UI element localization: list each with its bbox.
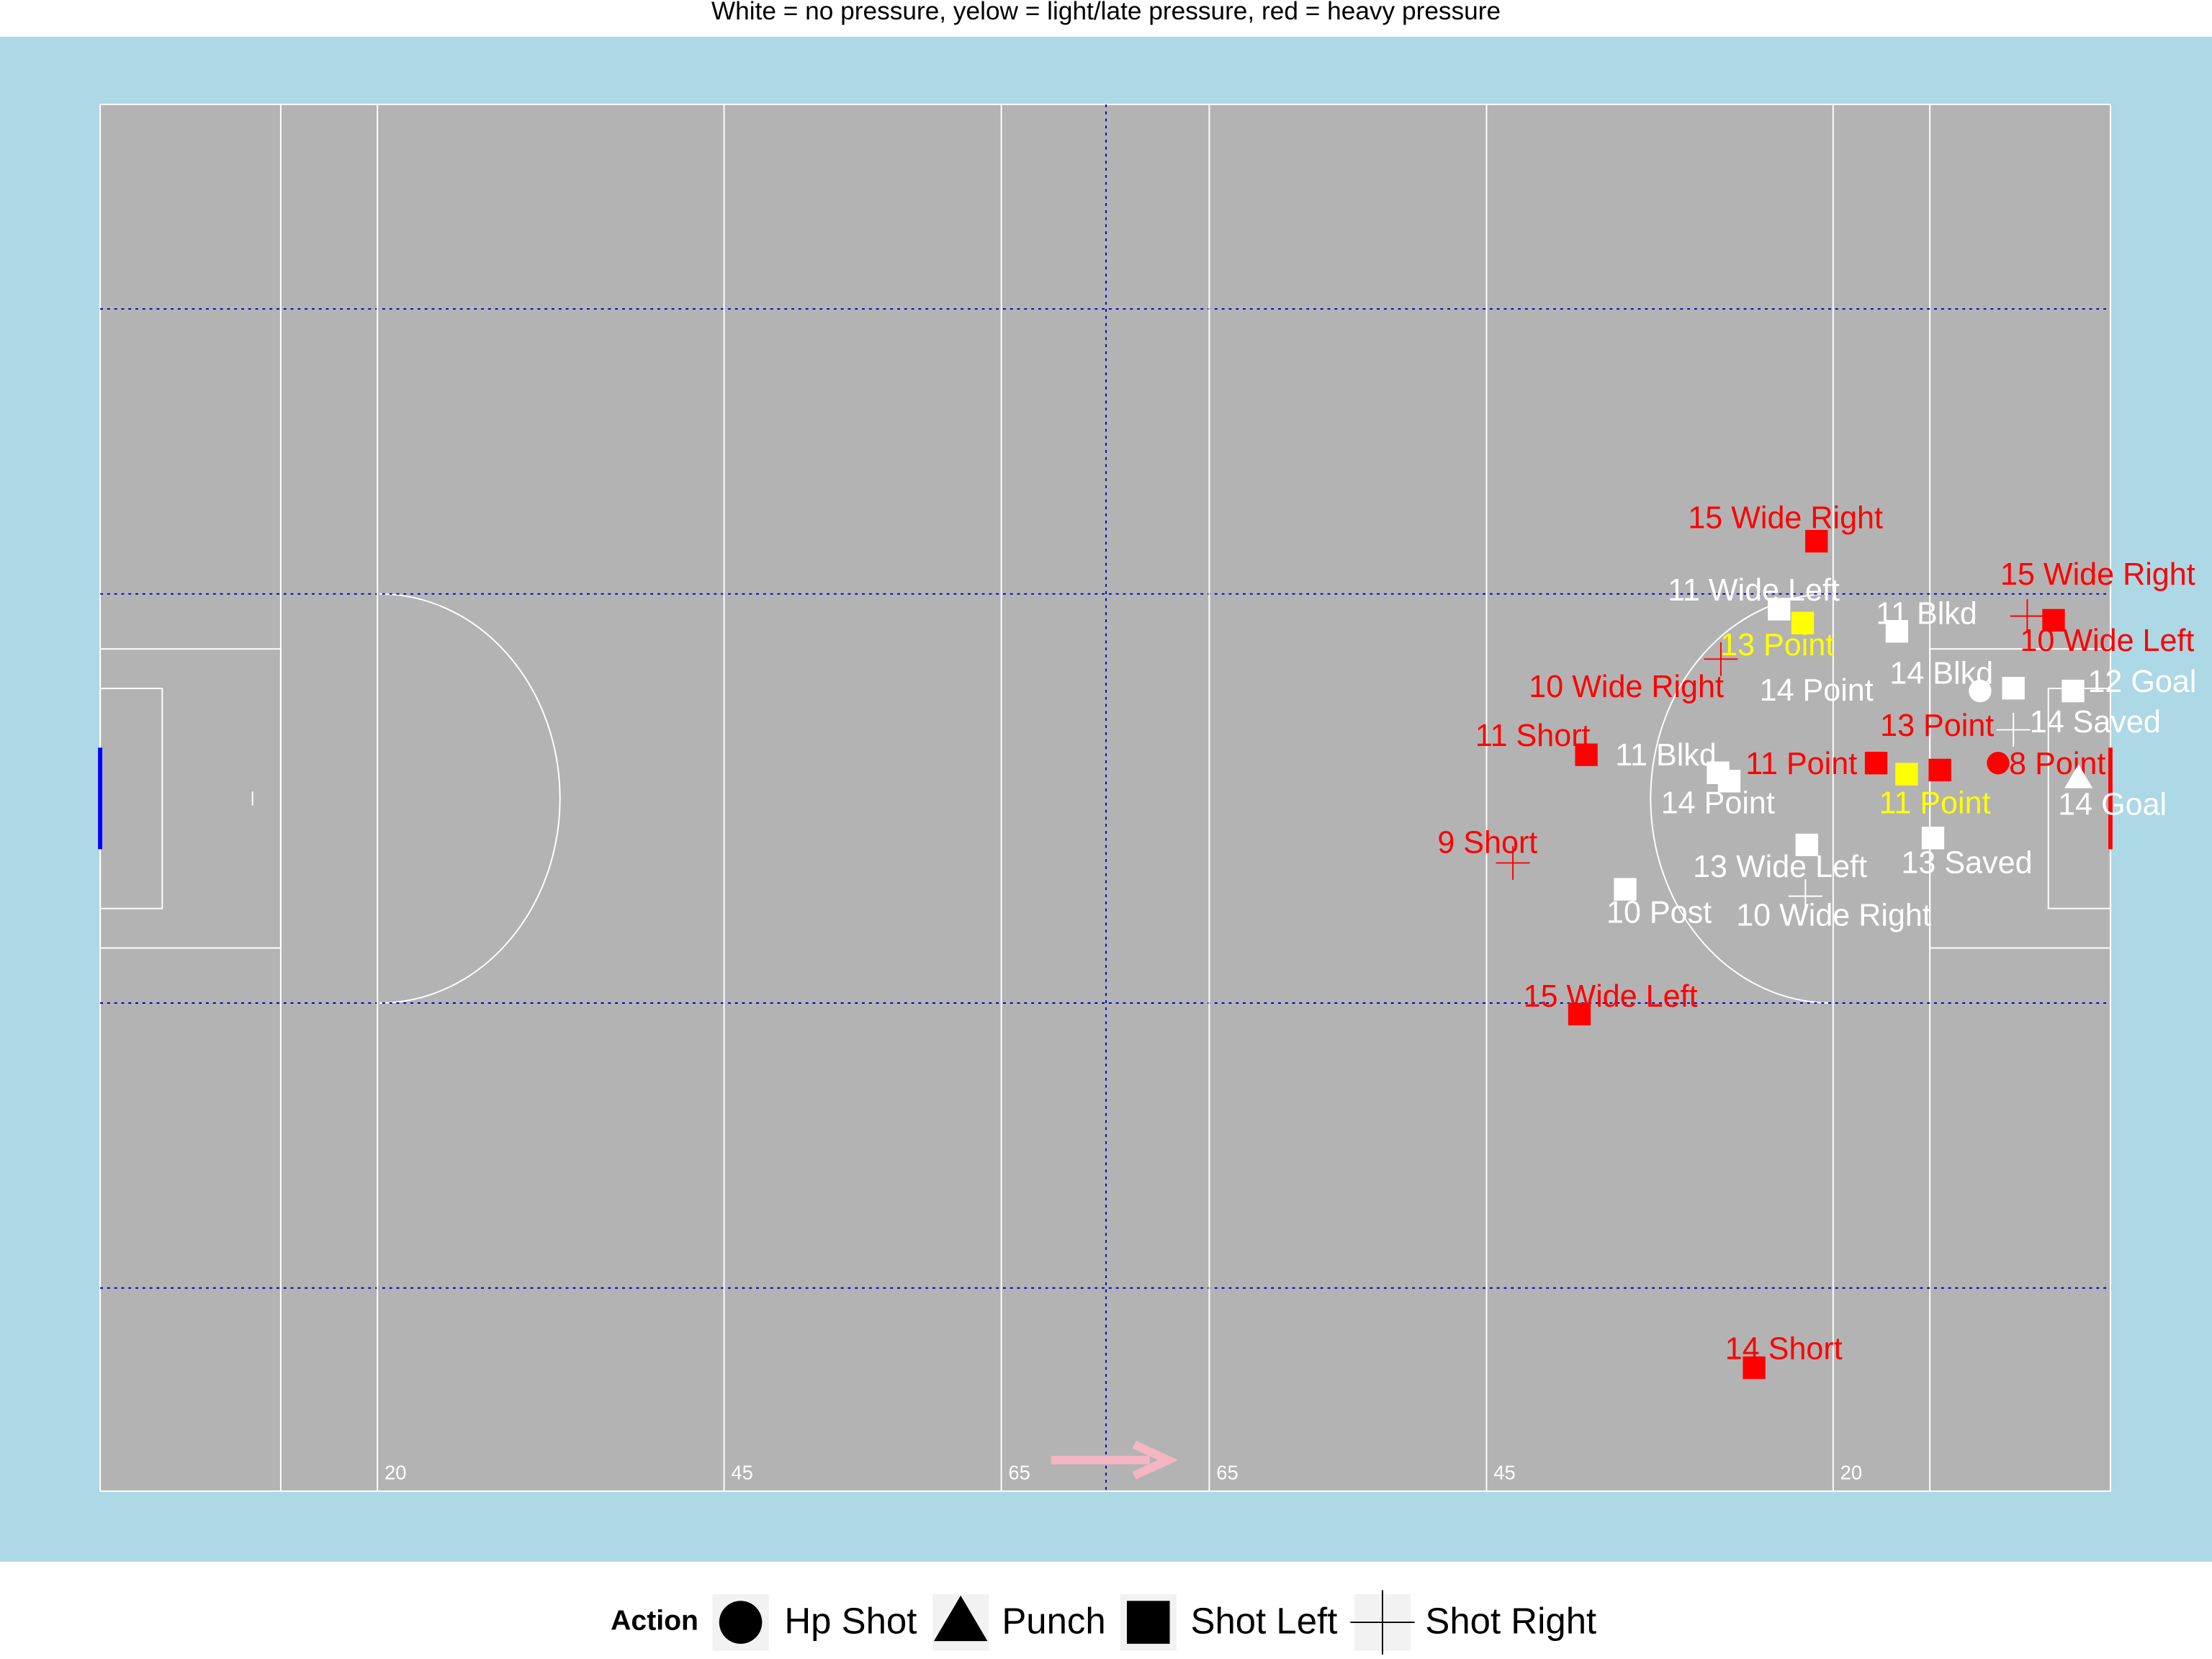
point-label: 11 Blkd — [1615, 738, 1717, 773]
marker — [1568, 1002, 1591, 1026]
point-label: 10 Post — [1606, 896, 1712, 930]
marker — [2002, 677, 2025, 700]
legend-label: Punch — [1002, 1600, 1105, 1641]
direction-arrow — [1051, 1440, 1179, 1480]
marker — [2010, 599, 2044, 634]
point-label: 11 Short — [1475, 719, 1591, 753]
point-label: 14 Point — [1661, 786, 1775, 821]
point-label: 9 Short — [1437, 825, 1537, 860]
x-tick-label: 65 — [1008, 1462, 1030, 1484]
legend-label: Shot Right — [1425, 1600, 1596, 1641]
point-label: 8 Point — [2009, 747, 2105, 781]
marker — [1717, 770, 1741, 793]
legend-label: Hp Shot — [784, 1600, 917, 1641]
x-tick-label: 65 — [1216, 1462, 1238, 1484]
arc — [379, 593, 561, 1004]
dotted-lines — [100, 104, 2110, 1491]
legend-symbol — [933, 1595, 988, 1642]
marker — [1614, 878, 1637, 901]
x-tick-label: 45 — [1493, 1462, 1515, 1484]
x-tick-label: 20 — [385, 1462, 406, 1484]
point-label: 10 Wide Right — [1736, 898, 1931, 932]
marker — [1987, 752, 2010, 775]
marker — [1496, 845, 1530, 880]
marker — [1895, 763, 1918, 786]
point-label: 14 Goal — [2058, 788, 2167, 822]
marker — [1704, 642, 1738, 676]
marker — [1885, 620, 1909, 643]
point-label: 14 Point — [1760, 673, 1874, 708]
point-label: 13 Point — [1720, 628, 1834, 662]
marker — [1864, 752, 1888, 775]
marker — [1969, 679, 1992, 703]
legend-symbol — [719, 1601, 763, 1644]
marker — [2042, 608, 2065, 632]
point-label: 13 Point — [1880, 709, 1994, 743]
point-label: 13 Wide Left — [1693, 850, 1867, 884]
point-label: 10 Wide Right — [1529, 670, 1724, 704]
chart-title: White = no pressure, yelow = light/late … — [711, 0, 1501, 25]
marker — [1921, 827, 1945, 850]
marker — [1805, 529, 1828, 553]
marker — [2062, 679, 2085, 703]
marker — [1791, 611, 1815, 634]
point-label: 14 Short — [1725, 1331, 1843, 1366]
point-label: 12 Goal — [2087, 665, 2196, 699]
marker — [1768, 598, 1791, 621]
marker — [1928, 758, 1951, 782]
x-tick-label: 45 — [731, 1462, 752, 1484]
marker — [2064, 764, 2093, 788]
point-label: 11 Point — [1879, 786, 1991, 821]
legend-title: Action — [611, 1605, 698, 1636]
legend-symbol — [1126, 1601, 1170, 1644]
point-label: 13 Saved — [1901, 845, 2032, 880]
marker — [1788, 879, 1822, 914]
point-label: 11 Wide Left — [1668, 573, 1840, 608]
point-label: 15 Wide Right — [1688, 501, 1883, 536]
point-label: 15 Wide Right — [2000, 557, 2195, 592]
point-label: 11 Blkd — [1876, 597, 1977, 631]
legend-label: Shot Left — [1191, 1600, 1338, 1641]
point-label: 14 Blkd — [1889, 657, 1993, 691]
point-label: 11 Point — [1745, 747, 1857, 781]
point-label: 10 Wide Left — [2020, 624, 2194, 658]
point-label: 14 Saved — [2030, 705, 2161, 739]
x-tick-label: 20 — [1840, 1462, 1862, 1484]
arrow-head — [1132, 1440, 1179, 1480]
marker — [1575, 743, 1598, 766]
marker — [1996, 713, 2031, 747]
point-label: 15 Wide Left — [1524, 979, 1698, 1014]
legend-symbol — [1350, 1590, 1415, 1655]
arc — [1650, 593, 1832, 1004]
marker — [1743, 1356, 1766, 1380]
marker — [1795, 833, 1818, 857]
